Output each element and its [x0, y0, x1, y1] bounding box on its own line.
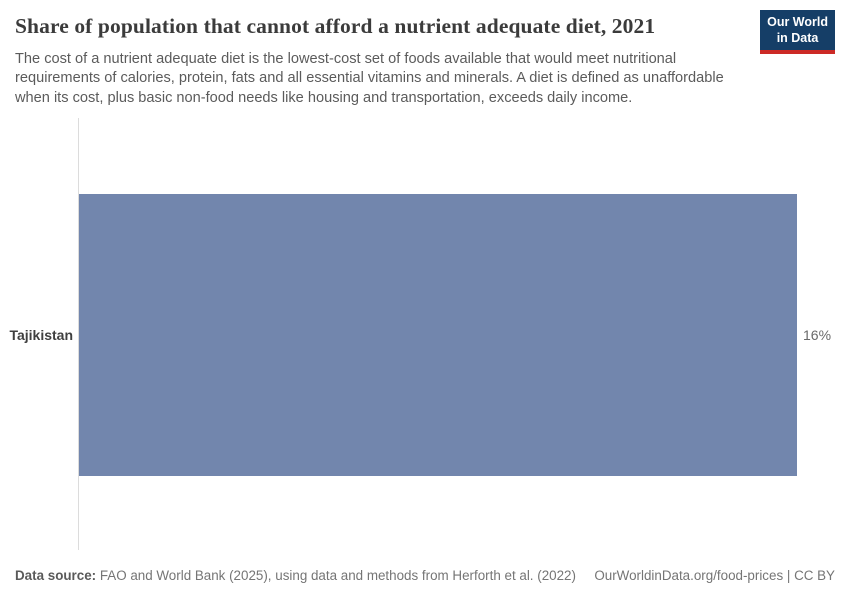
chart-footer: Data source: FAO and World Bank (2025), … [15, 568, 835, 583]
chart-subtitle: The cost of a nutrient adequate diet is … [15, 51, 724, 106]
y-axis-line [78, 118, 79, 550]
data-source-label: Data source: [15, 568, 97, 583]
chart-title: Share of population that cannot afford a… [15, 14, 656, 38]
entity-label-tajikistan: Tajikistan [9, 327, 73, 343]
owid-logo[interactable]: Our World in Data [760, 10, 835, 55]
value-label-tajikistan: 16% [803, 327, 832, 343]
data-source-note: Data source: FAO and World Bank (2025), … [15, 568, 576, 583]
owid-logo-line1: Our World [767, 15, 828, 29]
bar-tajikistan[interactable] [79, 194, 797, 476]
owid-logo-line2: in Data [776, 30, 819, 45]
bar-row-tajikistan: Tajikistan 16% [0, 194, 850, 476]
data-source-text: FAO and World Bank (2025), using data an… [96, 568, 576, 583]
license-link[interactable]: OurWorldinData.org/food-prices | CC BY [594, 568, 835, 583]
